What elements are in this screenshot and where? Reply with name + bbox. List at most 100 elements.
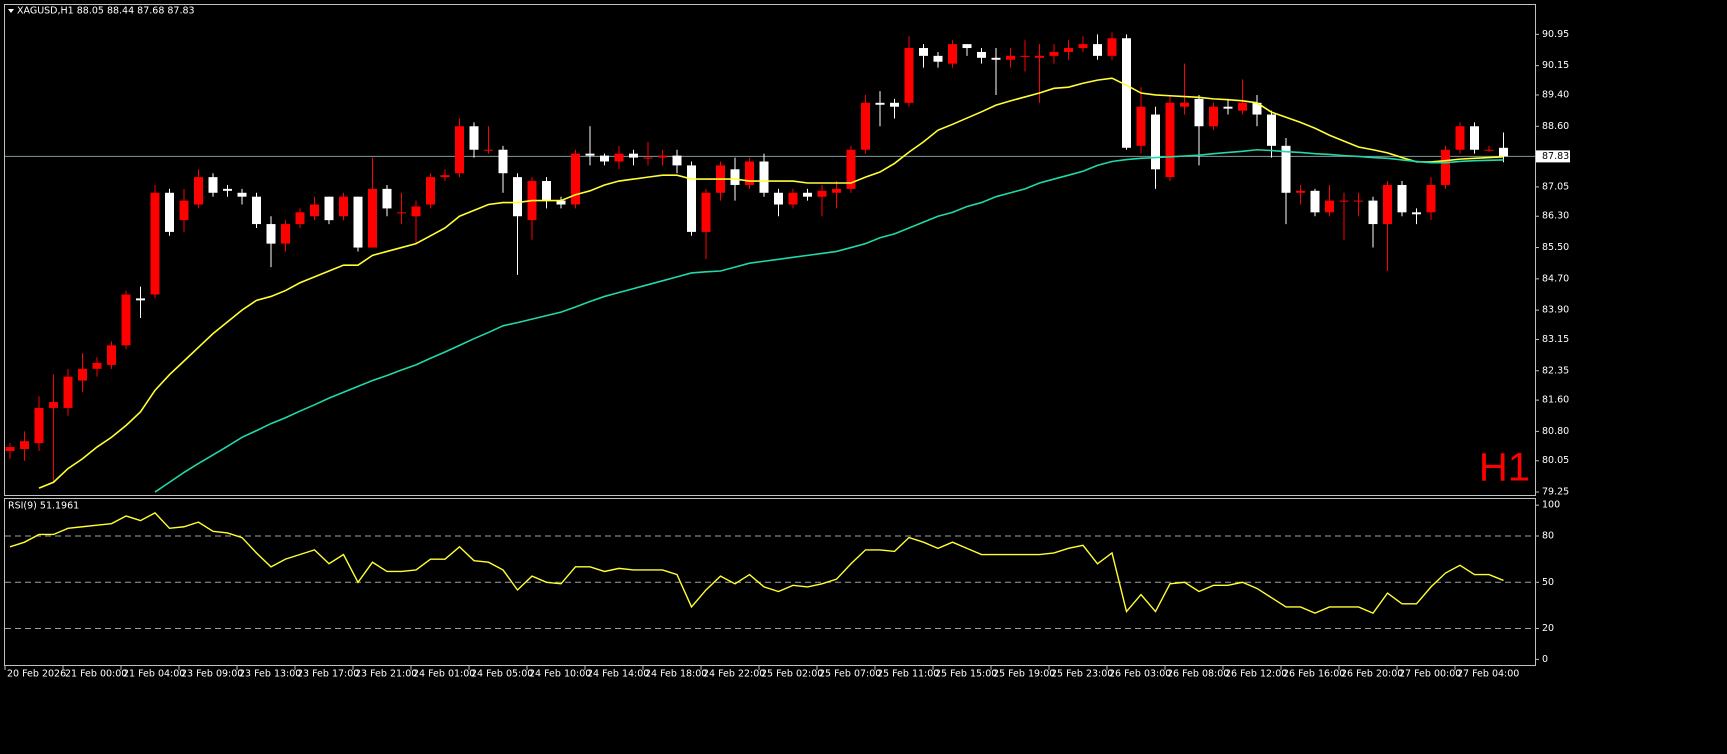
candle-body xyxy=(49,402,58,408)
candle-body xyxy=(1209,106,1218,127)
candle-body xyxy=(107,345,116,365)
moving-average-line xyxy=(154,148,1504,493)
candle-body xyxy=(1441,149,1450,185)
candle-body xyxy=(556,200,566,205)
candle-body xyxy=(730,169,740,185)
candle-body xyxy=(745,161,754,185)
candle-body xyxy=(875,102,885,105)
candle-body xyxy=(1223,106,1233,109)
candle-body xyxy=(1339,200,1349,202)
candle-body xyxy=(832,188,841,193)
candle-body xyxy=(1470,126,1479,150)
y-tick-label: 84.70 xyxy=(1542,273,1569,284)
y-tick-label: 20 xyxy=(1542,623,1554,634)
candle-body xyxy=(324,196,334,221)
x-tick-label: 24 Feb 01:00 xyxy=(413,669,475,680)
y-tick-label: 80 xyxy=(1542,531,1554,542)
candle-body xyxy=(498,149,508,174)
candle-body xyxy=(977,51,986,58)
candle-body xyxy=(237,192,247,197)
candle-body xyxy=(600,155,609,162)
candle-body xyxy=(469,126,479,150)
candle-body xyxy=(701,192,711,232)
candle-body xyxy=(803,192,812,197)
y-tick-label: 89.40 xyxy=(1542,89,1569,100)
candle-body xyxy=(687,165,696,232)
y-tick-label: 88.60 xyxy=(1542,121,1569,132)
x-tick-label: 25 Feb 23:00 xyxy=(1051,669,1113,680)
candle-body xyxy=(1296,190,1305,193)
y-tick-label: 90.15 xyxy=(1542,60,1569,71)
x-tick-label: 23 Feb 17:00 xyxy=(297,669,359,680)
candle-body xyxy=(1122,38,1131,148)
candle-body xyxy=(252,196,261,225)
moving-average-line xyxy=(38,77,1504,489)
x-tick-label: 21 Feb 00:00 xyxy=(65,669,127,680)
candle-body xyxy=(63,376,73,408)
candle-body xyxy=(208,177,218,193)
candle-body xyxy=(788,192,798,205)
x-tick-label: 26 Feb 08:00 xyxy=(1167,669,1229,680)
candle-body xyxy=(1049,51,1059,56)
candle-body xyxy=(1064,48,1073,52)
candle-body xyxy=(92,362,102,369)
candle-body xyxy=(136,298,145,301)
x-tick-label: 25 Feb 15:00 xyxy=(935,669,997,680)
candle-body xyxy=(150,192,160,295)
candle-body xyxy=(542,181,551,201)
main-panel-frame xyxy=(4,4,1536,496)
candle-body xyxy=(1078,44,1088,49)
candle-body xyxy=(426,177,435,205)
x-tick-label: 26 Feb 16:00 xyxy=(1283,669,1345,680)
candle-body xyxy=(34,407,44,444)
y-tick-label: 79.25 xyxy=(1542,487,1569,498)
candle-body xyxy=(411,206,421,217)
candle-body xyxy=(397,212,406,214)
candle-body xyxy=(223,188,232,191)
candle-body xyxy=(1484,149,1494,151)
candle-body xyxy=(455,126,464,174)
menu-triangle xyxy=(8,9,14,13)
x-tick-label: 26 Feb 12:00 xyxy=(1225,669,1287,680)
x-tick-label: 24 Feb 14:00 xyxy=(587,669,649,680)
candle-body xyxy=(194,177,203,205)
candle-body xyxy=(1383,184,1392,225)
candle-body xyxy=(295,212,305,225)
candle-body xyxy=(658,155,667,158)
candle-body xyxy=(846,149,856,189)
candle-body xyxy=(1368,200,1378,225)
candle-body xyxy=(1035,55,1044,58)
candle-body xyxy=(991,57,1001,60)
candle-body xyxy=(339,196,348,217)
candle-body xyxy=(1238,102,1247,111)
candle-body xyxy=(1093,44,1102,56)
y-tick-label: 86.30 xyxy=(1542,211,1569,222)
candle-body xyxy=(1499,147,1508,157)
candle-body xyxy=(1194,98,1204,127)
y-tick-label: 85.50 xyxy=(1542,242,1569,253)
rsi-title: RSI(9) 51.1961 xyxy=(8,501,79,512)
x-tick-label: 26 Feb 20:00 xyxy=(1341,669,1403,680)
x-tick-label: 27 Feb 00:00 xyxy=(1399,669,1461,680)
candle-body xyxy=(368,188,377,248)
candle-body xyxy=(904,48,914,103)
candle-body xyxy=(179,200,189,221)
candle-body xyxy=(20,441,29,450)
y-tick-label: 80.05 xyxy=(1542,455,1569,466)
candle-body xyxy=(933,55,943,62)
candle-body xyxy=(817,190,827,197)
candle-body xyxy=(513,177,522,217)
candle-body xyxy=(78,368,87,381)
x-tick-label: 25 Feb 02:00 xyxy=(761,669,823,680)
candle-body xyxy=(890,102,899,107)
candle-body xyxy=(948,44,957,64)
x-tick-label: 26 Feb 03:00 xyxy=(1109,669,1171,680)
candle-body xyxy=(585,153,595,156)
candle-body xyxy=(1107,38,1117,56)
y-tick-label: 82.35 xyxy=(1542,365,1569,376)
y-tick-label: 83.15 xyxy=(1542,334,1569,345)
y-tick-label: 83.90 xyxy=(1542,305,1569,316)
x-tick-label: 25 Feb 07:00 xyxy=(819,669,881,680)
candle-body xyxy=(484,149,493,151)
x-tick-label: 24 Feb 22:00 xyxy=(703,669,765,680)
